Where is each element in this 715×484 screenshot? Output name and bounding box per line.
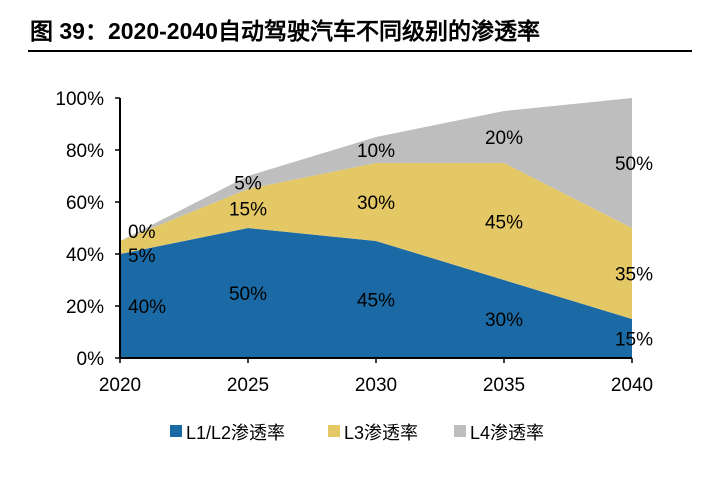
y-tick-label: 80%: [66, 141, 104, 162]
data-label: 50%: [229, 284, 267, 305]
legend-label: L3渗透率: [344, 423, 418, 443]
legend-swatch: [170, 425, 182, 437]
legend-swatch: [328, 425, 340, 437]
title-underline: [28, 50, 692, 52]
x-tick-label: 2035: [483, 375, 525, 396]
data-label: 45%: [357, 291, 395, 312]
data-label: 5%: [128, 246, 156, 267]
chart-title: 图 39：2020-2040自动驾驶汽车不同级别的渗透率: [30, 18, 540, 44]
data-label: 15%: [615, 330, 653, 351]
area-series-0: [120, 228, 632, 358]
area-series-1: [120, 163, 632, 319]
data-label: 20%: [485, 128, 523, 149]
area-series-2: [120, 98, 632, 241]
y-tick-label: 40%: [66, 245, 104, 266]
data-label: 40%: [128, 297, 166, 318]
y-tick-label: 60%: [66, 193, 104, 214]
data-label: 5%: [234, 174, 262, 195]
data-label: 30%: [485, 310, 523, 331]
y-tick-label: 20%: [66, 297, 104, 318]
data-label: 10%: [357, 141, 395, 162]
data-label: 0%: [128, 222, 156, 243]
legend-label: L4渗透率: [470, 423, 544, 443]
data-label: 35%: [615, 265, 653, 286]
legend-swatch: [454, 425, 466, 437]
y-tick-label: 100%: [55, 89, 104, 110]
x-tick-label: 2040: [611, 375, 653, 396]
x-tick-label: 2025: [227, 375, 269, 396]
y-tick-label: 0%: [77, 349, 105, 370]
data-label: 15%: [229, 200, 267, 221]
x-tick-label: 2020: [99, 375, 141, 396]
data-label: 45%: [485, 213, 523, 234]
data-label: 50%: [615, 154, 653, 175]
x-tick-label: 2030: [355, 375, 397, 396]
data-label: 30%: [357, 193, 395, 214]
legend-label: L1/L2渗透率: [186, 423, 285, 443]
